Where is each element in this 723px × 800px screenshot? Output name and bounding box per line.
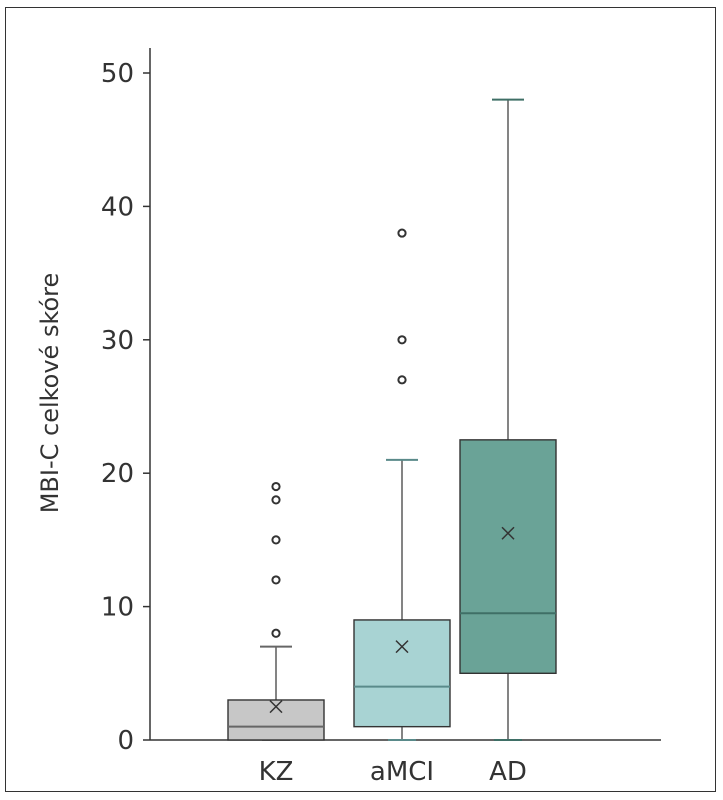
outlier-point: [271, 495, 281, 505]
y-tick-label: 20: [101, 459, 134, 489]
iqr-box: [353, 619, 451, 728]
y-axis-title: MBI-C celkové skóre: [36, 273, 64, 514]
mean-marker: [395, 640, 409, 654]
outlier-point: [397, 335, 407, 345]
x-category-label: KZ: [259, 757, 294, 787]
outlier-point: [397, 228, 407, 238]
mean-marker: [269, 700, 283, 714]
y-tick-label: 50: [101, 59, 134, 89]
y-tick-label: 10: [101, 593, 134, 623]
x-axis: KZ aMCI AD: [150, 739, 661, 787]
outlier-point: [397, 375, 407, 385]
boxplot-chart: 0 10 20 30 40 50 KZ aMCI AD MBI-C celkové skóre: [36, 48, 661, 787]
x-category-label: AD: [489, 757, 527, 787]
box-AD: [459, 98, 557, 741]
iqr-box: [459, 439, 557, 675]
box-aMCI: [353, 228, 451, 741]
outlier-point: [271, 481, 281, 492]
chart-frame: 0 10 20 30 40 50 KZ aMCI AD MBI-C celkové skóre: [5, 7, 716, 792]
box-KZ: [227, 481, 325, 741]
boxes: [227, 98, 557, 741]
y-tick-label: 30: [101, 326, 134, 356]
y-tick-label: 0: [117, 726, 134, 756]
mean-marker: [501, 526, 515, 540]
outlier-point: [271, 575, 281, 585]
y-axis: 0 10 20 30 40 50: [101, 48, 151, 756]
y-tick-label: 40: [101, 192, 134, 222]
outlier-point: [271, 628, 281, 638]
outlier-point: [271, 535, 281, 545]
x-category-label: aMCI: [370, 757, 434, 787]
